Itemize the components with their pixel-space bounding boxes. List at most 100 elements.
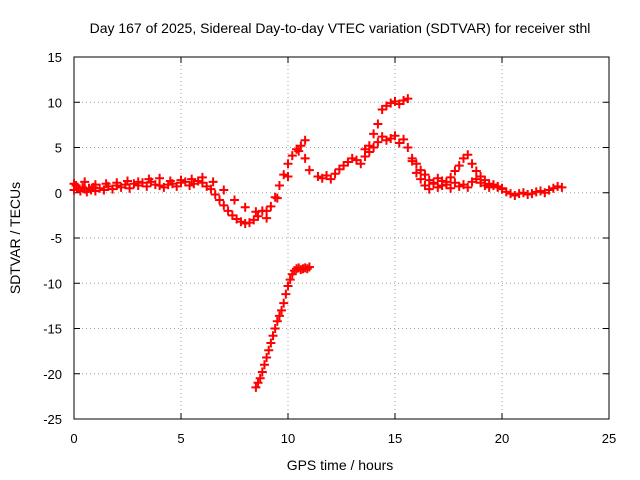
data-point: [253, 378, 263, 388]
data-points: [69, 94, 567, 392]
plot-frame: [73, 56, 610, 420]
data-point: [272, 316, 282, 326]
data-point: [101, 179, 111, 189]
data-point: [377, 132, 387, 142]
data-point: [304, 262, 314, 272]
data-point: [133, 177, 143, 187]
data-point: [369, 143, 379, 152]
data-point: [277, 305, 287, 315]
axis-ticks: 0 5 10 15 20 25 15 10 5 0 -5 -10 -15 -20 -25: [43, 50, 616, 446]
data-point: [172, 181, 182, 191]
x-tick-label: 25: [602, 431, 616, 446]
data-point: [497, 183, 507, 193]
x-axis-label: GPS time / hours: [287, 457, 394, 473]
data-point: [356, 159, 366, 169]
data-point: [351, 155, 361, 165]
data-point: [255, 373, 265, 383]
data-point: [187, 174, 197, 184]
data-point: [369, 129, 379, 139]
data-point: [364, 147, 374, 157]
data-point: [450, 178, 460, 188]
y-tick-label: 15: [48, 50, 62, 65]
data-point: [334, 164, 344, 174]
data-point: [467, 159, 477, 169]
series-afternoon-secondary-band: [360, 94, 507, 194]
data-point: [69, 179, 79, 189]
data-point: [330, 169, 340, 179]
data-point: [268, 331, 278, 341]
data-point: [253, 211, 263, 221]
x-tick-label: 0: [70, 431, 77, 446]
data-point: [377, 104, 387, 114]
data-point: [80, 177, 90, 187]
data-point: [251, 207, 261, 217]
data-point: [259, 360, 269, 370]
data-point: [219, 185, 229, 195]
data-point: [176, 175, 186, 185]
data-point: [279, 298, 289, 308]
data-point: [373, 119, 383, 129]
data-point: [197, 172, 207, 182]
data-point: [433, 182, 443, 192]
y-tick-label: -20: [43, 367, 62, 382]
data-point: [390, 131, 400, 141]
y-tick-label: 5: [55, 141, 62, 156]
data-point: [108, 184, 118, 194]
data-point: [165, 176, 175, 186]
chart-title: Day 167 of 2025, Sidereal Day-to-day VTE…: [90, 20, 591, 36]
data-point: [407, 156, 417, 166]
x-tick-label: 10: [281, 431, 295, 446]
data-point: [223, 206, 233, 216]
data-point: [420, 170, 430, 180]
data-point: [283, 281, 293, 291]
data-point: [264, 345, 274, 355]
data-point: [437, 176, 447, 186]
data-point: [266, 201, 276, 211]
data-point: [272, 193, 282, 203]
data-point: [283, 171, 293, 181]
series-descending-segment: [251, 262, 314, 392]
data-point: [215, 195, 225, 205]
y-axis-label: SDTVAR / TECUs: [7, 182, 23, 294]
data-point: [219, 200, 229, 210]
series-main-track-upper-band: [69, 135, 310, 217]
data-point: [123, 176, 132, 186]
data-point: [112, 178, 122, 188]
data-point: [471, 174, 481, 184]
data-point: [458, 153, 468, 163]
data-point: [304, 165, 314, 175]
data-point: [125, 183, 135, 193]
data-point: [251, 382, 261, 392]
data-point: [454, 161, 464, 171]
data-point: [262, 206, 272, 216]
data-point: [429, 179, 439, 189]
y-tick-label: 10: [48, 95, 62, 110]
data-point: [206, 184, 216, 194]
grid: [74, 57, 609, 419]
data-point: [557, 182, 567, 192]
y-tick-label: -10: [43, 276, 62, 291]
data-point: [257, 367, 267, 377]
data-point: [420, 181, 430, 191]
x-tick-label: 5: [177, 431, 184, 446]
data-point: [403, 94, 413, 104]
data-point: [411, 168, 421, 178]
data-point: [326, 174, 336, 184]
data-point: [294, 146, 304, 156]
data-point: [373, 137, 383, 147]
data-point: [240, 202, 250, 212]
data-point: [399, 134, 409, 144]
y-tick-label: -15: [43, 322, 62, 337]
data-point: [287, 151, 297, 161]
data-point: [90, 180, 100, 190]
data-point: [142, 181, 152, 191]
data-point: [463, 182, 473, 192]
data-point: [296, 141, 306, 151]
data-point: [446, 172, 456, 182]
data-point: [360, 152, 370, 162]
data-point: [339, 161, 349, 171]
data-point: [262, 213, 272, 223]
data-point: [300, 153, 310, 163]
data-point: [300, 135, 310, 145]
